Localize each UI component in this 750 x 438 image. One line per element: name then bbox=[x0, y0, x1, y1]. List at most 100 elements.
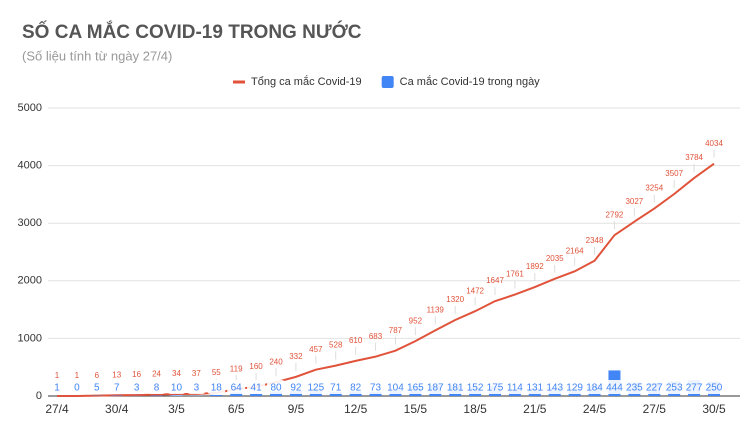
data-label: 528 bbox=[329, 341, 343, 350]
data-label: 16 bbox=[132, 370, 141, 379]
data-label: 80 bbox=[270, 383, 282, 394]
data-label: 55 bbox=[212, 368, 221, 377]
bar bbox=[230, 392, 243, 396]
data-label: 160 bbox=[249, 362, 263, 371]
data-label: 131 bbox=[526, 383, 543, 394]
label-box bbox=[645, 380, 664, 394]
label-box bbox=[87, 380, 106, 394]
data-label: 187 bbox=[427, 383, 444, 394]
data-label: 1 bbox=[55, 371, 60, 380]
data-label: 227 bbox=[646, 383, 663, 394]
data-label: 444 bbox=[606, 383, 623, 394]
label-box bbox=[127, 380, 146, 394]
line bbox=[57, 162, 715, 397]
data-label: 181 bbox=[447, 383, 464, 394]
data-label: 2792 bbox=[606, 210, 624, 219]
data-label: 119 bbox=[230, 364, 243, 373]
label-box bbox=[685, 380, 704, 394]
data-label: 1761 bbox=[506, 270, 524, 279]
label-box bbox=[187, 380, 206, 394]
data-label: 3254 bbox=[645, 184, 663, 193]
bar bbox=[250, 393, 263, 396]
label-box bbox=[167, 380, 186, 394]
x-tick-label: 27/4 bbox=[45, 402, 69, 416]
label-box bbox=[466, 380, 485, 394]
data-label: 4034 bbox=[705, 139, 723, 148]
x-tick-label: 18/5 bbox=[463, 402, 487, 416]
y-tick-label: 2000 bbox=[18, 275, 42, 287]
legend-label: Tổng ca mắc Covid-19 bbox=[251, 75, 362, 88]
x-tick-label: 15/5 bbox=[404, 402, 428, 416]
data-label: 787 bbox=[389, 326, 403, 335]
data-label: 3 bbox=[194, 383, 200, 394]
y-tick-label: 3000 bbox=[18, 217, 42, 229]
data-label: 277 bbox=[686, 383, 703, 394]
data-label: 457 bbox=[309, 345, 323, 354]
data-label: 24 bbox=[152, 370, 161, 379]
data-label: 683 bbox=[369, 332, 383, 341]
data-label: 73 bbox=[370, 383, 382, 394]
data-label: 253 bbox=[666, 383, 683, 394]
x-tick-label: 30/4 bbox=[105, 402, 129, 416]
data-label: 8 bbox=[154, 383, 160, 394]
data-label: 114 bbox=[507, 383, 523, 394]
data-label: 6 bbox=[95, 371, 100, 380]
data-label: 125 bbox=[307, 383, 324, 394]
data-label: 34 bbox=[172, 369, 181, 378]
label-box bbox=[406, 380, 425, 394]
data-label: 64 bbox=[231, 383, 243, 394]
chart-subtitle: (Số liệu tính từ ngày 27/4) bbox=[22, 48, 172, 63]
x-tick-label: 21/5 bbox=[523, 402, 547, 416]
data-label: 184 bbox=[586, 383, 603, 394]
data-label: 2164 bbox=[566, 246, 584, 255]
data-label: 332 bbox=[289, 352, 303, 361]
y-tick-label: 5000 bbox=[18, 102, 42, 114]
data-label: 1892 bbox=[526, 262, 544, 271]
data-label: 152 bbox=[467, 383, 484, 394]
label-box bbox=[227, 380, 246, 394]
label-box bbox=[486, 380, 504, 394]
data-label: 250 bbox=[706, 383, 723, 394]
label-box bbox=[366, 380, 385, 394]
label-box bbox=[705, 380, 723, 394]
label-box bbox=[426, 380, 445, 394]
label-box bbox=[605, 380, 624, 394]
data-label: 10 bbox=[171, 383, 183, 394]
data-label: 37 bbox=[192, 369, 201, 378]
label-box bbox=[147, 380, 166, 394]
x-tick-label: 30/5 bbox=[702, 402, 726, 416]
data-label: 92 bbox=[290, 383, 302, 394]
label-box bbox=[286, 380, 305, 394]
data-label: 175 bbox=[487, 383, 504, 394]
data-label: 41 bbox=[251, 383, 263, 394]
label-box bbox=[565, 380, 584, 394]
data-label: 18 bbox=[211, 383, 223, 394]
label-box bbox=[525, 380, 544, 394]
data-label: 240 bbox=[269, 357, 283, 366]
label-box bbox=[625, 380, 644, 394]
data-label: 13 bbox=[112, 370, 121, 379]
bar bbox=[210, 394, 223, 396]
label-box bbox=[247, 380, 266, 394]
label-box bbox=[386, 380, 405, 394]
data-label: 3784 bbox=[685, 153, 703, 162]
data-label: 104 bbox=[387, 383, 404, 394]
label-box bbox=[665, 380, 684, 394]
label-box bbox=[326, 380, 345, 394]
legend-swatch bbox=[381, 76, 394, 88]
x-tick-label: 3/5 bbox=[168, 402, 185, 416]
data-label: 3027 bbox=[625, 197, 643, 206]
data-label: 1 bbox=[54, 383, 60, 394]
chart-title: SỐ CA MẮC COVID-19 TRONG NƯỚC bbox=[22, 21, 362, 43]
label-box bbox=[585, 380, 604, 394]
data-label: 235 bbox=[626, 383, 643, 394]
data-label: 1647 bbox=[486, 276, 504, 285]
x-tick-label: 24/5 bbox=[583, 402, 607, 416]
label-box bbox=[267, 380, 285, 394]
data-label: 129 bbox=[566, 383, 583, 394]
data-label: 1320 bbox=[446, 295, 464, 304]
data-label: 82 bbox=[350, 383, 362, 394]
label-box bbox=[346, 380, 365, 394]
y-tick-label: 1000 bbox=[18, 332, 42, 344]
